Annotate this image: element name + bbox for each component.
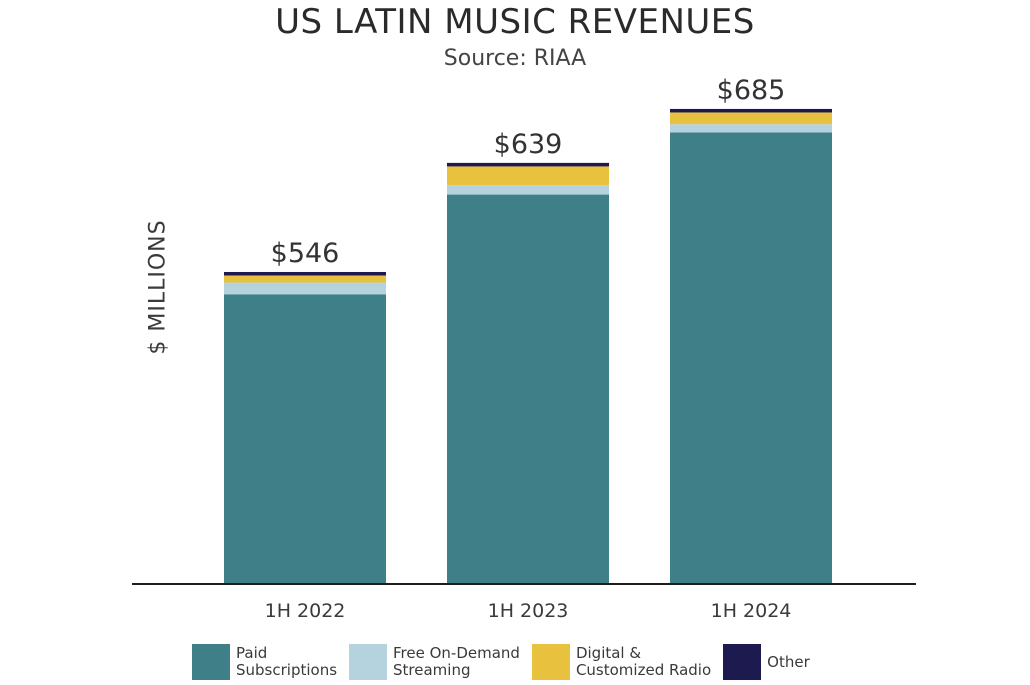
total-label: $685 <box>717 75 786 106</box>
legend: Paid Subscriptions Free On-Demand Stream… <box>192 644 822 680</box>
legend-swatch <box>349 644 388 680</box>
bar-segment-free-on-demand-streaming-1h-2022 <box>224 282 386 295</box>
x-tick-label: 1H 2024 <box>711 600 792 622</box>
legend-label: Paid Subscriptions <box>236 644 338 679</box>
legend-label: Other <box>767 652 810 671</box>
total-label: $546 <box>271 238 340 269</box>
legend-label: Digital & Customized Radio <box>575 644 712 679</box>
legend-item-paid-subscriptions: Paid Subscriptions <box>192 644 337 680</box>
bar-segment-free-on-demand-streaming-1h-2024 <box>670 124 832 133</box>
legend-item-other: Other <box>723 644 810 680</box>
legend-swatch <box>531 644 570 680</box>
bar-segment-paid-subscriptions-1h-2022 <box>224 294 386 584</box>
bar-segment-digital-customized-radio-1h-2022 <box>224 275 386 283</box>
chart-title: US LATIN MUSIC REVENUES <box>275 2 755 42</box>
bar-segment-other-1h-2022 <box>224 271 386 276</box>
legend-item-digital-radio: Digital & Customized Radio <box>531 644 712 680</box>
bar-segment-other-1h-2024 <box>670 108 832 113</box>
legend-label: Free On-Demand Streaming <box>393 644 520 679</box>
bar-segment-digital-customized-radio-1h-2024 <box>670 112 832 125</box>
legend-swatch <box>723 644 762 680</box>
bar-segment-paid-subscriptions-1h-2024 <box>670 132 832 584</box>
legend-swatch <box>192 644 230 680</box>
bar-segment-other-1h-2023 <box>447 162 609 167</box>
bar-segment-free-on-demand-streaming-1h-2023 <box>447 185 609 195</box>
bar-chart: $546 1H 2022 $639 1H 2023 $685 1H 2024 <box>132 75 916 622</box>
x-tick-label: 1H 2022 <box>265 600 346 622</box>
x-tick-label: 1H 2023 <box>488 600 569 622</box>
total-label: $639 <box>494 129 563 160</box>
legend-item-free-streaming: Free On-Demand Streaming <box>349 644 520 680</box>
chart-subtitle: Source: RIAA <box>443 46 587 71</box>
bar-segment-paid-subscriptions-1h-2023 <box>447 194 609 584</box>
bar-segment-digital-customized-radio-1h-2023 <box>447 166 609 186</box>
